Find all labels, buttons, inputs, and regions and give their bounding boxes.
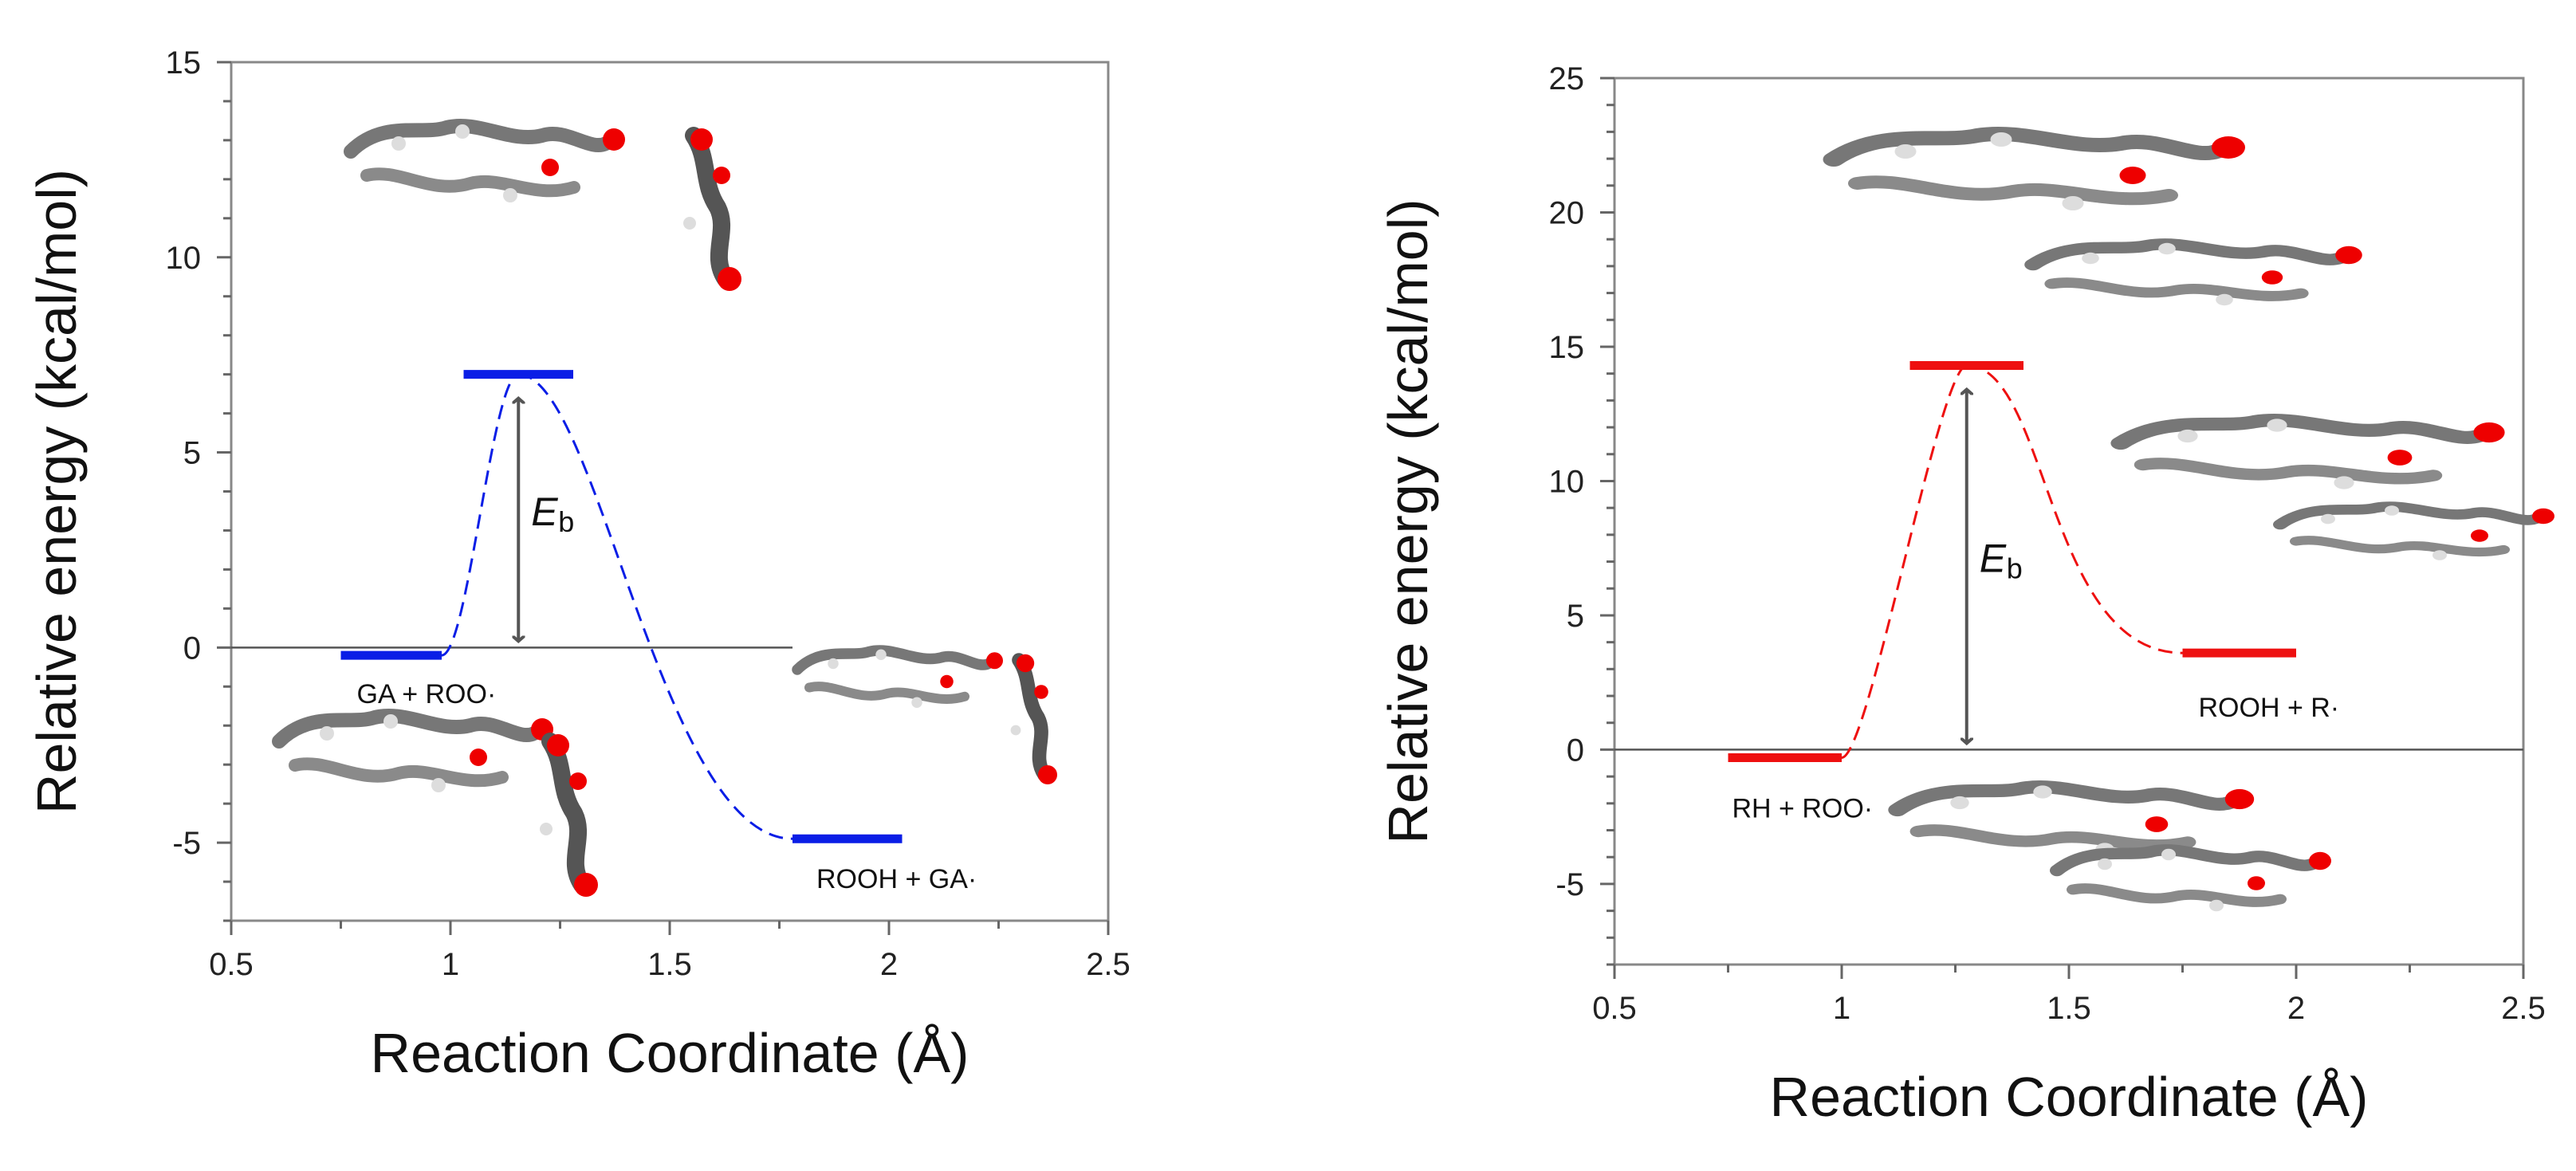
y-tick-label: 0 xyxy=(1567,733,1584,768)
x-tick-label: 0.5 xyxy=(1592,991,1637,1026)
molecule-image-left-product xyxy=(797,650,1057,785)
x-tick-label: 1 xyxy=(442,947,459,982)
molecule-image-left-reactant xyxy=(279,714,598,897)
product-label: ROOH + GA· xyxy=(816,864,977,894)
reaction-path-falling xyxy=(1966,364,2183,654)
reactant-label: GA + ROO· xyxy=(357,679,497,709)
reaction-path-rising xyxy=(441,373,519,657)
y-tick-label: 10 xyxy=(1549,464,1585,499)
x-tick-label: 1 xyxy=(1833,991,1850,1026)
molecule-image-right-reactant xyxy=(1898,785,2331,911)
plot-frame xyxy=(230,61,1110,922)
x-axis-label: Reaction Coordinate (Å) xyxy=(1770,1066,2369,1128)
molecule-image-right-ts xyxy=(1834,132,2362,305)
x-tick-label: 2.5 xyxy=(1086,947,1131,982)
reactant-label: RH + ROO· xyxy=(1732,794,1874,824)
y-tick-label: 10 xyxy=(166,241,202,276)
x-tick-label: 2 xyxy=(880,947,898,982)
reaction-path-rising xyxy=(1841,364,1968,760)
molecule-image-right-product xyxy=(2121,418,2554,560)
y-tick-label: 15 xyxy=(166,45,202,81)
x-tick-label: 0.5 xyxy=(209,947,254,982)
y-tick-label: 0 xyxy=(183,631,201,666)
y-tick-label: 15 xyxy=(1549,330,1585,365)
x-tick-label: 1.5 xyxy=(647,947,692,982)
reaction-path-falling xyxy=(518,373,793,840)
barrier-label: E xyxy=(1980,536,2007,580)
x-tick-label: 2.5 xyxy=(2501,991,2546,1026)
y-axis-label: Relative energy (kcal/mol) xyxy=(26,169,88,814)
y-tick-label: -5 xyxy=(1555,867,1584,902)
barrier-label: E xyxy=(531,489,558,534)
molecule-image-left-ts xyxy=(351,124,741,291)
barrier-label-subscript: b xyxy=(2007,552,2023,584)
y-axis-label: Relative energy (kcal/mol) xyxy=(1377,198,1439,843)
barrier-label-subscript: b xyxy=(558,505,574,538)
x-axis-label: Reaction Coordinate (Å) xyxy=(371,1022,969,1084)
x-tick-label: 1.5 xyxy=(2047,991,2091,1026)
right-chart: -5 0 5 10 15 20 25 0.5 1 1.5 2 2.5 Reaction Coordina… xyxy=(1377,61,2546,1128)
x-tick-label: 2 xyxy=(2287,991,2305,1026)
left-chart: -5 0 5 10 15 0.5 1 1.5 2 2.5 Reaction Coordinate (… xyxy=(26,45,1131,1084)
product-label: ROOH + R· xyxy=(2199,693,2340,723)
y-tick-label: 5 xyxy=(1567,599,1584,634)
y-tick-label: 5 xyxy=(183,436,201,471)
y-tick-label: 20 xyxy=(1549,195,1585,230)
y-tick-label: -5 xyxy=(172,826,201,861)
y-tick-label: 25 xyxy=(1549,61,1585,96)
